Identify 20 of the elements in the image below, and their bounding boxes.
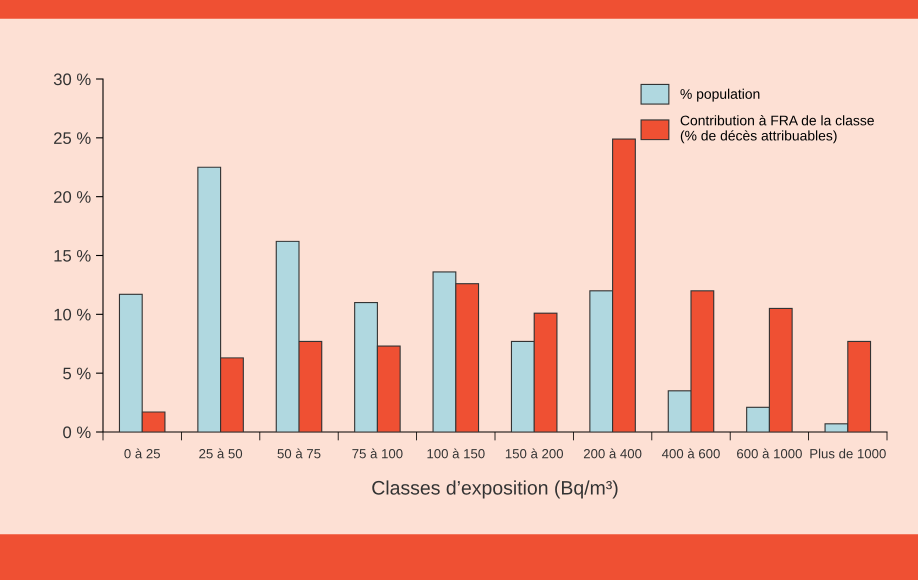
legend-label: Contribution à FRA de la classe (% de décès attribuables) [680,115,874,144]
x-axis-title: Classes d’exposition (Bq/m³) [372,480,618,499]
x-tick-label: 50 à 75 [278,448,320,458]
x-tick-label: Plus de 1000 [810,448,886,458]
y-tick-label: 15 % [54,250,91,262]
x-tick-label: 100 à 150 [427,448,485,458]
x-tick-label: 0 à 25 [124,448,160,458]
x-tick-label: 400 à 600 [662,448,720,458]
y-tick-label: 0 % [63,426,91,438]
y-tick-label: 30 % [54,73,91,86]
x-tick-label: 25 à 50 [199,448,242,458]
x-tick-label: 200 à 400 [584,448,642,458]
x-tick-label: 75 à 100 [352,448,403,458]
x-tick-label: 600 à 1000 [737,448,802,458]
y-tick-label: 5 % [63,368,91,380]
x-tick-label: 150 à 200 [506,448,564,458]
legend-label: % population [680,88,760,102]
y-tick-label: 10 % [54,308,91,321]
y-tick-label: 20 % [54,191,91,203]
y-tick-label: 25 % [54,132,91,144]
